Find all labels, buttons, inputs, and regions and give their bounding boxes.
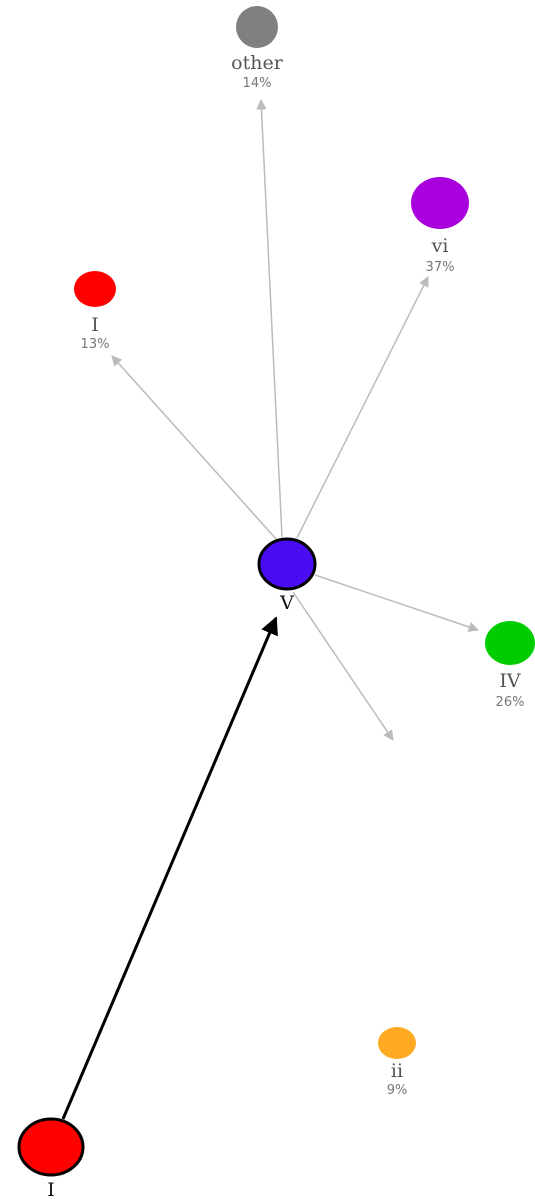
edge-v-to-IV: [314, 574, 479, 632]
node-vi-label: vi: [431, 235, 449, 257]
node-vi-pct: 37%: [426, 260, 455, 275]
node-vi-circle[interactable]: [411, 177, 469, 229]
edge-v-to-ii: [292, 591, 394, 741]
edge-v-to-I: [111, 355, 278, 541]
node-IV-pct: 26%: [496, 695, 525, 710]
node-I[interactable]: I 13%: [74, 271, 116, 352]
node-other-circle[interactable]: [236, 6, 278, 48]
node-IV-label: IV: [499, 670, 521, 692]
node-vi[interactable]: vi 37%: [411, 177, 469, 275]
node-ii-label: ii: [391, 1060, 403, 1082]
node-other-label: other: [231, 52, 284, 74]
node-other[interactable]: other 14%: [231, 6, 284, 91]
node-IV[interactable]: IV 26%: [485, 621, 535, 710]
node-previous-I-label: I: [47, 1179, 55, 1199]
node-I-circle[interactable]: [74, 271, 116, 307]
edge-v-to-vi: [296, 276, 429, 539]
node-ii-circle[interactable]: [378, 1027, 416, 1059]
node-IV-circle[interactable]: [485, 621, 535, 665]
node-ii[interactable]: ii 9%: [378, 1027, 416, 1098]
edge-v-to-other: [256, 98, 283, 538]
edge-I-to-v-history: [61, 616, 278, 1120]
node-ii-pct: 9%: [387, 1083, 408, 1098]
node-other-pct: 14%: [243, 76, 272, 91]
node-previous-I-circle[interactable]: [17, 1117, 85, 1177]
node-I-label: I: [91, 314, 99, 336]
node-current-V-label: V: [279, 592, 294, 614]
node-current-V[interactable]: V: [257, 537, 317, 614]
node-current-V-circle[interactable]: [257, 537, 317, 591]
node-I-pct: 13%: [81, 337, 110, 352]
node-previous-I[interactable]: I: [17, 1117, 85, 1199]
